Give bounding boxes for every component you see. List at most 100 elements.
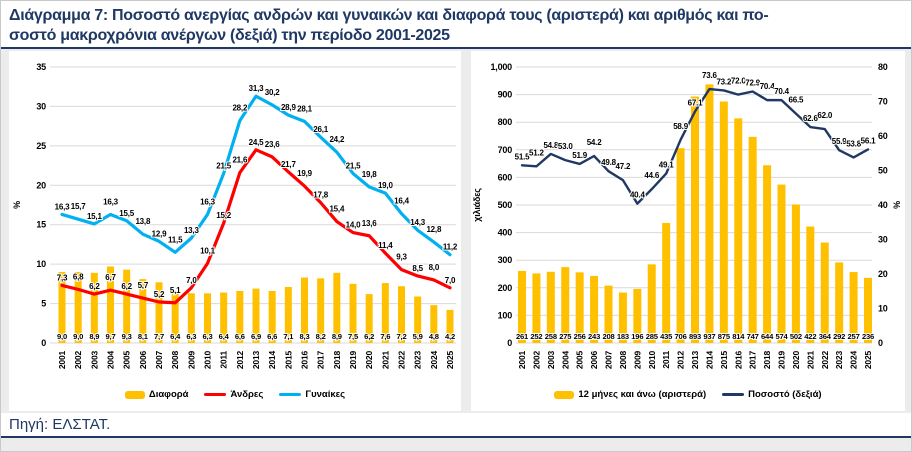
svg-text:10,1: 10,1 <box>200 246 216 255</box>
svg-text:5,7: 5,7 <box>138 281 149 290</box>
svg-text:8,2: 8,2 <box>316 332 326 341</box>
svg-text:12,9: 12,9 <box>152 229 168 238</box>
svg-text:13,8: 13,8 <box>135 217 151 226</box>
svg-text:30: 30 <box>36 101 46 111</box>
svg-text:6,6: 6,6 <box>267 332 277 341</box>
bottom-margin <box>1 438 911 451</box>
svg-text:2016: 2016 <box>733 351 743 370</box>
svg-text:24,2: 24,2 <box>329 135 345 144</box>
svg-text:8,1: 8,1 <box>138 332 149 341</box>
svg-text:54.8: 54.8 <box>543 141 559 150</box>
svg-text:6,4: 6,4 <box>219 332 230 341</box>
svg-text:55.9: 55.9 <box>832 137 848 146</box>
long-term-unemployment-chart: 0 100 200 300 400 500 600 700 800 900 1,000 0 10 20 30… <box>471 51 905 411</box>
svg-text:200: 200 <box>498 283 513 293</box>
svg-text:2006: 2006 <box>589 351 599 370</box>
svg-text:2024: 2024 <box>849 351 859 370</box>
svg-text:66.5: 66.5 <box>789 96 805 105</box>
svg-text:50: 50 <box>878 166 888 176</box>
svg-text:2018: 2018 <box>762 351 772 370</box>
svg-text:300: 300 <box>498 255 513 265</box>
svg-text:51.9: 51.9 <box>572 151 588 160</box>
svg-text:2022: 2022 <box>397 351 407 370</box>
svg-text:8,9: 8,9 <box>89 332 99 341</box>
svg-text:2009: 2009 <box>186 351 196 370</box>
svg-text:208: 208 <box>602 332 614 341</box>
legend-item-pososto: Ποσοστό (δεξιά) <box>722 389 822 400</box>
svg-text:15,2: 15,2 <box>216 211 232 220</box>
svg-text:24,5: 24,5 <box>249 138 265 147</box>
svg-text:261: 261 <box>516 332 529 341</box>
legend-label-gynaikes: Γυναίκες <box>305 389 346 400</box>
svg-text:0: 0 <box>507 338 512 348</box>
legend-item-diafora: Διαφορά <box>124 389 188 400</box>
andres-line-swatch-icon <box>204 393 227 396</box>
svg-text:2014: 2014 <box>704 351 714 370</box>
svg-text:10: 10 <box>36 259 46 269</box>
svg-text:11,5: 11,5 <box>168 235 183 244</box>
svg-text:62.0: 62.0 <box>817 111 833 120</box>
svg-text:19,8: 19,8 <box>362 170 378 179</box>
svg-text:422: 422 <box>804 332 816 341</box>
svg-text:2005: 2005 <box>122 351 132 370</box>
legend-item-gynaikes: Γυναίκες <box>279 389 345 400</box>
legend-label-12months: 12 μήνες και άνω (αριστερά) <box>578 389 707 400</box>
svg-text:275: 275 <box>559 332 572 341</box>
svg-text:70: 70 <box>878 97 888 107</box>
svg-text:5: 5 <box>41 299 46 309</box>
svg-text:2019: 2019 <box>348 351 358 370</box>
svg-text:16,3: 16,3 <box>55 202 71 211</box>
svg-text:183: 183 <box>617 332 629 341</box>
svg-text:70.4: 70.4 <box>760 82 776 91</box>
svg-text:2021: 2021 <box>805 351 815 370</box>
svg-text:23,6: 23,6 <box>265 140 281 149</box>
svg-text:8,0: 8,0 <box>429 263 440 272</box>
diafora-bar-swatch-icon <box>124 390 145 399</box>
svg-text:25: 25 <box>36 141 46 151</box>
svg-text:6,2: 6,2 <box>121 282 132 291</box>
svg-text:6,4: 6,4 <box>170 332 181 341</box>
svg-text:%: % <box>12 201 22 209</box>
svg-text:2018: 2018 <box>332 351 342 370</box>
legend-label-pososto: Ποσοστό (δεξιά) <box>748 389 822 400</box>
svg-text:15,1: 15,1 <box>87 212 103 221</box>
svg-text:252: 252 <box>530 332 542 341</box>
svg-text:73.2: 73.2 <box>716 77 732 86</box>
svg-text:16,4: 16,4 <box>394 197 410 206</box>
svg-text:2008: 2008 <box>618 351 628 370</box>
svg-text:13,6: 13,6 <box>362 219 378 228</box>
svg-text:7,1: 7,1 <box>283 332 294 341</box>
svg-text:19,0: 19,0 <box>378 181 394 190</box>
svg-text:28,9: 28,9 <box>281 103 297 112</box>
svg-text:54.2: 54.2 <box>587 138 603 147</box>
svg-text:196: 196 <box>631 332 643 341</box>
svg-text:80: 80 <box>878 62 888 72</box>
svg-text:31,3: 31,3 <box>249 84 265 93</box>
svg-text:5,9: 5,9 <box>413 332 423 341</box>
svg-text:26,1: 26,1 <box>313 125 329 134</box>
svg-text:72.0: 72.0 <box>731 77 747 86</box>
svg-text:2023: 2023 <box>834 351 844 370</box>
svg-text:13,3: 13,3 <box>184 226 200 235</box>
svg-text:435: 435 <box>660 332 673 341</box>
svg-text:364: 364 <box>819 332 832 341</box>
svg-text:4,8: 4,8 <box>429 332 439 341</box>
svg-text:2002: 2002 <box>531 351 541 370</box>
svg-text:56.1: 56.1 <box>861 136 877 145</box>
svg-text:292: 292 <box>833 332 845 341</box>
svg-text:51.2: 51.2 <box>529 148 545 157</box>
svg-text:6,2: 6,2 <box>89 282 100 291</box>
svg-text:800: 800 <box>498 117 513 127</box>
svg-text:53.0: 53.0 <box>558 142 574 151</box>
ltu-bar-swatch-icon <box>554 390 575 399</box>
svg-text:%: % <box>892 201 902 209</box>
title-divider <box>1 47 911 49</box>
svg-text:73.6: 73.6 <box>702 71 718 80</box>
svg-text:28,2: 28,2 <box>232 104 248 113</box>
figure-title-line1: Διάγραμμα 7: Ποσοστό ανεργίας ανδρών και… <box>9 7 769 24</box>
svg-text:21,7: 21,7 <box>281 160 297 169</box>
svg-text:2020: 2020 <box>791 351 801 370</box>
svg-text:2020: 2020 <box>364 351 374 370</box>
svg-text:2008: 2008 <box>170 351 180 370</box>
